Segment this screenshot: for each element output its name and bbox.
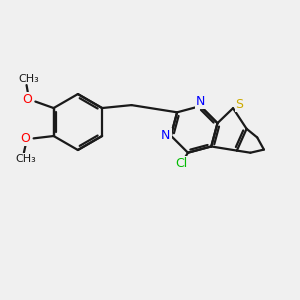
Text: Cl: Cl [175, 158, 188, 170]
Text: CH₃: CH₃ [15, 154, 36, 164]
Text: S: S [236, 98, 244, 111]
Text: CH₃: CH₃ [19, 74, 39, 84]
Text: O: O [22, 93, 32, 106]
Text: N: N [196, 94, 205, 108]
Text: O: O [20, 132, 30, 145]
Text: N: N [161, 129, 170, 142]
